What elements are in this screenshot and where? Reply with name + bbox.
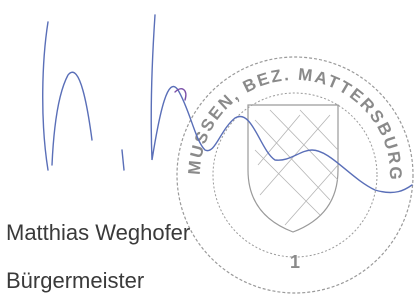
stamp-shield bbox=[248, 105, 338, 232]
signature-stroke bbox=[122, 150, 124, 170]
stamp-number: 1 bbox=[290, 252, 300, 272]
stamp-text-path: MUSSEN, BEZ. MATTERSBURG bbox=[185, 65, 405, 182]
signatory-title: Bürgermeister bbox=[6, 268, 144, 294]
signatory-name: Matthias Weghofer bbox=[6, 220, 190, 246]
stamp-hatching bbox=[255, 110, 338, 225]
signature-stroke bbox=[43, 22, 48, 170]
signature-stroke bbox=[52, 72, 92, 165]
page: MUSSEN, BEZ. MATTERSBURG 1 Matthias Wegh… bbox=[0, 0, 416, 300]
signature-stamp: MUSSEN, BEZ. MATTERSBURG 1 bbox=[0, 0, 416, 300]
stamp-text: MUSSEN, BEZ. MATTERSBURG bbox=[185, 65, 405, 182]
